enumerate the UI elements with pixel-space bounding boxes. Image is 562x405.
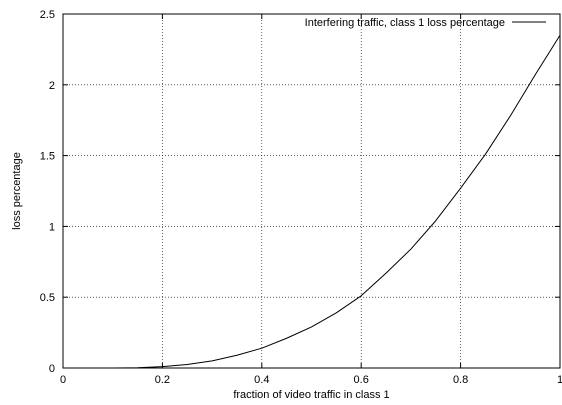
x-tick-label: 0.2 (155, 374, 170, 386)
x-tick-label: 1 (557, 374, 562, 386)
y-tick-label: 0.5 (40, 292, 55, 304)
series-line (63, 34, 561, 369)
series-layer (63, 34, 561, 369)
legend-series-label: Interfering traffic, class 1 loss percen… (305, 17, 505, 29)
x-axis-label: fraction of video traffic in class 1 (233, 389, 389, 401)
plot-frame (62, 13, 561, 369)
y-tick-label: 2 (49, 80, 55, 92)
x-tick-label: 0.4 (254, 374, 269, 386)
x-tick-label: 0.8 (453, 374, 468, 386)
x-tick-label: 0 (60, 374, 66, 386)
y-tick-label: 0 (49, 363, 55, 375)
legend: Interfering traffic, class 1 loss percen… (305, 17, 546, 29)
y-axis-label: loss percentage (11, 152, 23, 230)
tick-layer: 0 0.2 0.4 0.6 0.8 1 0 0.5 1 1.5 2 2.5 (40, 9, 562, 386)
y-tick-label: 1.5 (40, 151, 55, 163)
y-tick-label: 1 (49, 221, 55, 233)
x-tick-label: 0.6 (354, 374, 369, 386)
grid-layer (63, 14, 560, 368)
y-tick-label: 2.5 (40, 9, 55, 21)
